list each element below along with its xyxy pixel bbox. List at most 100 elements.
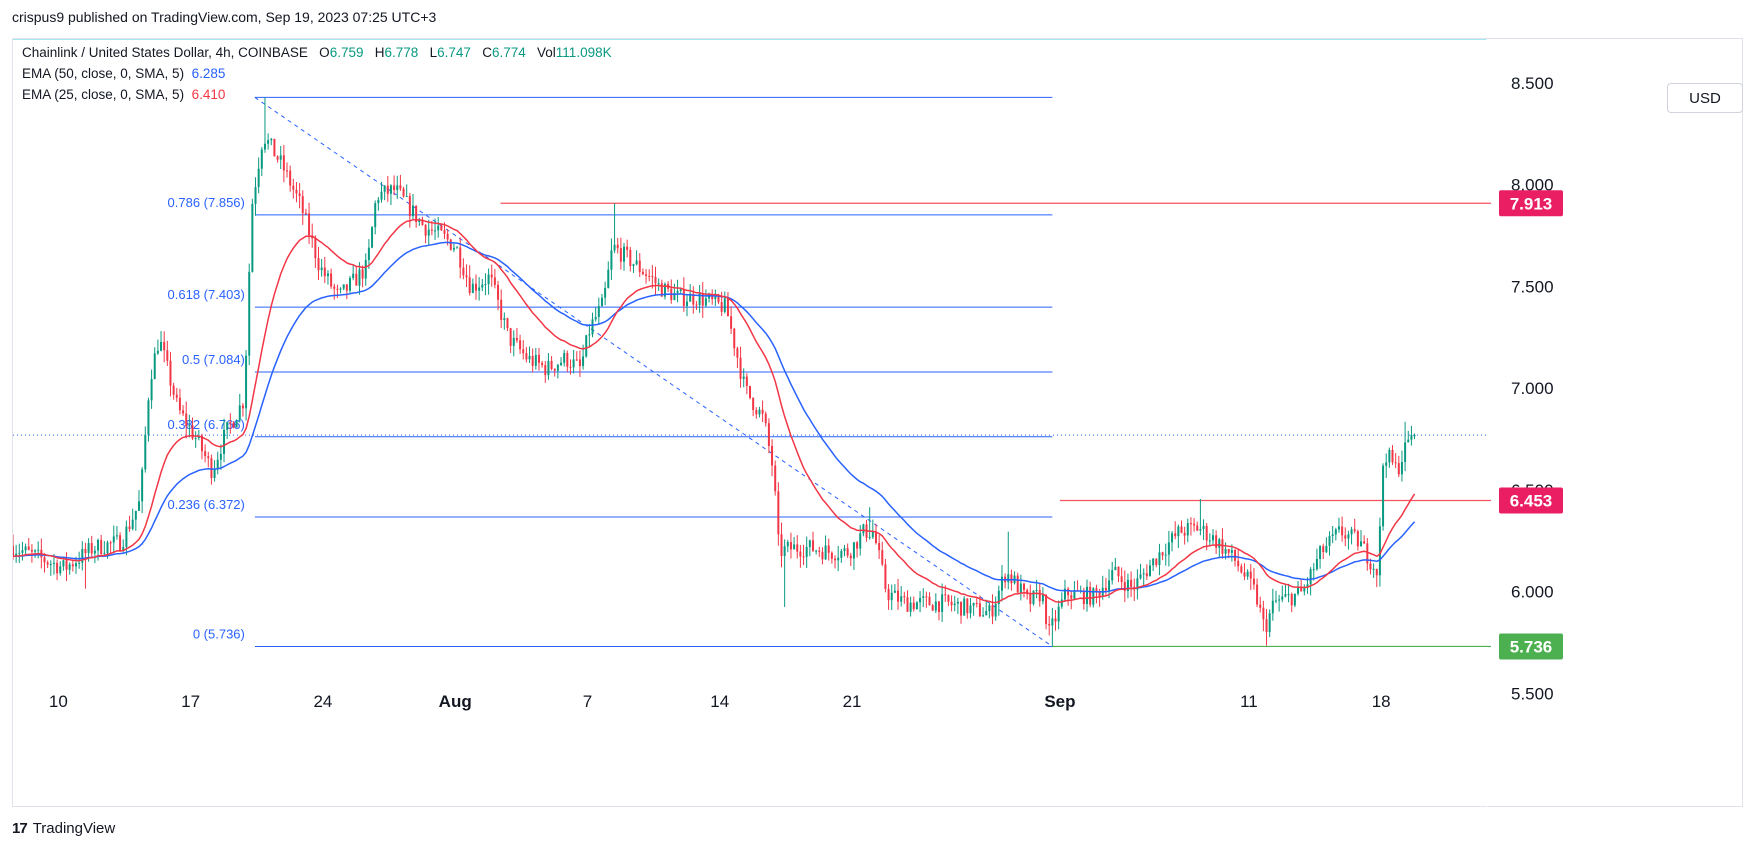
candle-body	[786, 542, 789, 547]
published-caption: crispus9 published on TradingView.com, S…	[12, 9, 437, 25]
candle-body	[972, 603, 975, 606]
legend-ema50-row[interactable]: EMA (50, close, 0, SMA, 5) 6.285	[22, 66, 225, 81]
candle-body	[793, 544, 796, 550]
candle-body	[519, 340, 522, 350]
candle-body	[783, 546, 786, 557]
candle-body	[1385, 462, 1388, 466]
level-badge	[1499, 190, 1563, 217]
candle-body	[1350, 529, 1353, 535]
candle-body	[906, 597, 909, 612]
candle-body	[550, 360, 553, 369]
candle-body	[1019, 583, 1022, 593]
candle-body	[1026, 589, 1029, 595]
candle-body	[780, 534, 783, 557]
symbol-name[interactable]: Chainlink / United States Dollar, 4h, CO…	[22, 45, 308, 60]
candle-body	[1041, 595, 1044, 602]
y-tick-label: 8.500	[1511, 74, 1554, 93]
candle-body	[613, 244, 616, 251]
candle-body	[386, 185, 389, 194]
candle-body	[553, 368, 556, 371]
chart-frame[interactable]: 0 (5.736) 0.236 (6.372) 0.382 (6.766) 0.5 (…	[12, 38, 1744, 808]
candle-body	[824, 545, 827, 560]
candle-body	[723, 298, 726, 312]
candle-body	[1177, 526, 1180, 537]
candle-body	[449, 239, 452, 250]
candle-body	[503, 318, 506, 320]
candle-body	[389, 185, 392, 194]
candle-body	[1382, 465, 1385, 527]
candle-body	[591, 319, 594, 335]
legend-ema25-row[interactable]: EMA (25, close, 0, SMA, 5) 6.410	[22, 87, 225, 102]
candle-body	[859, 533, 862, 549]
candle-body	[1070, 595, 1073, 599]
candle-body	[1271, 600, 1274, 614]
ema25-label: EMA (25, close, 0, SMA, 5)	[22, 87, 185, 102]
y-tick-label: 7.000	[1511, 379, 1554, 398]
candle-body	[698, 293, 701, 306]
candle-body	[878, 542, 881, 551]
candle-body	[1199, 529, 1202, 531]
candle-body	[1341, 526, 1344, 536]
candle-body	[1407, 439, 1410, 443]
candle-body	[1274, 600, 1277, 602]
candle-body	[156, 350, 159, 354]
candle-body	[569, 366, 572, 368]
candle-body	[843, 548, 846, 551]
candle-body	[632, 264, 635, 267]
candle-body	[415, 205, 418, 223]
price-chart[interactable]: 0 (5.736)0.236 (6.372)0.382 (6.766)0.5 (…	[13, 39, 1744, 808]
candle-body	[257, 168, 260, 188]
x-tick-label: 21	[843, 692, 862, 711]
candle-body	[509, 328, 512, 346]
candle-body	[960, 601, 963, 616]
candle-body	[241, 405, 244, 409]
candle-body	[115, 535, 118, 537]
candle-body	[849, 555, 852, 559]
candle-body	[985, 610, 988, 616]
candle-body	[991, 605, 994, 617]
candle-body	[1278, 599, 1281, 601]
candle-body	[736, 348, 739, 358]
candle-body	[500, 299, 503, 320]
candle-body	[874, 531, 877, 543]
candle-body	[1171, 533, 1174, 543]
candle-body	[128, 526, 131, 529]
candle-body	[194, 438, 197, 440]
candle-body	[497, 284, 500, 300]
candle-body	[629, 249, 632, 267]
ema50-label: EMA (50, close, 0, SMA, 5)	[22, 66, 185, 81]
candle-body	[56, 562, 59, 574]
candle-body	[660, 283, 663, 297]
candle-body	[944, 594, 947, 596]
candle-body	[726, 298, 729, 317]
candle-body	[141, 469, 144, 502]
candle-body	[758, 409, 761, 415]
candle-body	[934, 601, 937, 611]
candle-body	[692, 293, 695, 305]
candle-body	[456, 247, 459, 249]
candle-body	[474, 283, 477, 291]
candle-body	[487, 274, 490, 285]
candle-body	[1038, 590, 1041, 602]
candle-body	[808, 540, 811, 548]
candle-body	[490, 274, 493, 278]
candle-body	[1344, 535, 1347, 539]
candle-body	[421, 219, 424, 226]
candle-body	[478, 287, 481, 291]
currency-button[interactable]: USD	[1667, 83, 1743, 113]
candle-body	[295, 189, 298, 194]
candle-body	[219, 453, 222, 460]
candle-body	[1089, 586, 1092, 605]
candle-body	[182, 410, 185, 414]
x-tick-label: 17	[181, 692, 200, 711]
footer-brand[interactable]: TradingView	[32, 820, 116, 837]
candle-body	[925, 596, 928, 598]
candle-body	[966, 598, 969, 614]
candle-body	[1287, 594, 1290, 596]
candle-body	[534, 354, 537, 366]
candle-body	[1265, 619, 1268, 632]
candle-body	[1284, 594, 1287, 597]
candle-body	[1334, 529, 1337, 535]
candle-body	[796, 544, 799, 552]
candle-body	[301, 196, 304, 214]
